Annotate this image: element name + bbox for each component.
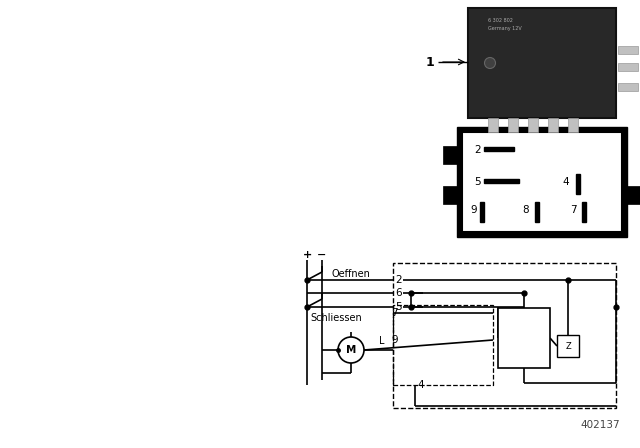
Circle shape bbox=[484, 57, 495, 69]
Bar bbox=[582, 202, 586, 222]
Text: 2: 2 bbox=[474, 145, 481, 155]
Text: −: − bbox=[317, 250, 326, 260]
Text: 402137: 402137 bbox=[580, 420, 620, 430]
Bar bbox=[480, 202, 484, 222]
Text: Germany 12V: Germany 12V bbox=[488, 26, 522, 30]
Bar bbox=[484, 179, 519, 183]
Bar bbox=[468, 8, 616, 118]
Bar bbox=[508, 118, 518, 132]
Bar bbox=[618, 46, 638, 54]
Text: 7: 7 bbox=[570, 205, 577, 215]
Bar bbox=[576, 174, 580, 194]
Text: 5: 5 bbox=[395, 302, 402, 312]
Text: 8: 8 bbox=[522, 205, 529, 215]
Bar bbox=[393, 305, 493, 385]
Text: 1: 1 bbox=[425, 56, 434, 69]
Bar bbox=[488, 118, 498, 132]
Text: 9: 9 bbox=[470, 205, 477, 215]
Bar bbox=[557, 335, 579, 357]
Text: 6 302 802: 6 302 802 bbox=[488, 17, 513, 22]
Bar bbox=[462, 132, 622, 232]
Bar bbox=[528, 118, 538, 132]
Text: L: L bbox=[380, 336, 385, 346]
Bar bbox=[548, 118, 558, 132]
Text: 9: 9 bbox=[391, 335, 397, 345]
Bar bbox=[498, 308, 550, 368]
Text: Schliessen: Schliessen bbox=[310, 313, 362, 323]
Text: 4: 4 bbox=[417, 380, 424, 390]
Text: 6: 6 bbox=[395, 288, 402, 298]
Bar bbox=[535, 202, 539, 222]
Bar bbox=[457, 127, 627, 237]
Text: 7: 7 bbox=[391, 308, 397, 318]
Text: 2: 2 bbox=[395, 275, 402, 285]
Bar bbox=[627, 186, 640, 204]
Text: Z: Z bbox=[565, 341, 571, 350]
Bar bbox=[393, 263, 616, 408]
Bar bbox=[618, 63, 638, 71]
Bar bbox=[484, 147, 514, 151]
Bar bbox=[618, 83, 638, 91]
Bar bbox=[443, 186, 457, 204]
Text: M: M bbox=[346, 345, 356, 355]
Text: 4: 4 bbox=[562, 177, 568, 187]
Circle shape bbox=[338, 337, 364, 363]
Text: 5: 5 bbox=[474, 177, 481, 187]
Text: Oeffnen: Oeffnen bbox=[332, 269, 371, 279]
Bar bbox=[517, 128, 539, 137]
Bar bbox=[568, 118, 578, 132]
Bar bbox=[443, 146, 457, 164]
Text: +: + bbox=[302, 250, 312, 260]
